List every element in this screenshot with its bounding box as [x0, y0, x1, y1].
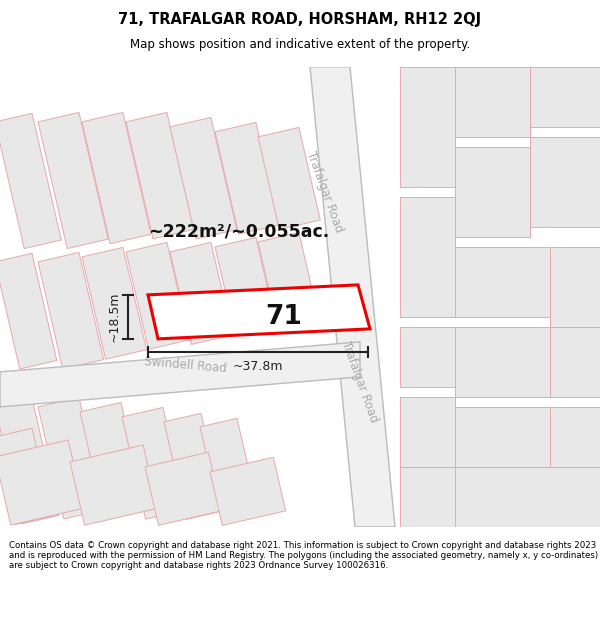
- Polygon shape: [38, 253, 104, 369]
- Polygon shape: [0, 342, 360, 407]
- Polygon shape: [0, 428, 52, 524]
- Text: ~37.8m: ~37.8m: [233, 360, 283, 373]
- Text: Trafalgar Road: Trafalgar Road: [304, 149, 346, 234]
- Polygon shape: [38, 398, 105, 519]
- Text: Trafalgar Road: Trafalgar Road: [339, 339, 381, 424]
- Polygon shape: [164, 413, 224, 519]
- Polygon shape: [550, 247, 600, 327]
- Polygon shape: [455, 327, 550, 397]
- Text: Swindell Road: Swindell Road: [143, 355, 227, 375]
- Polygon shape: [70, 445, 158, 525]
- Polygon shape: [148, 285, 370, 339]
- Polygon shape: [400, 327, 455, 387]
- Polygon shape: [215, 238, 276, 334]
- Polygon shape: [0, 398, 59, 524]
- Polygon shape: [455, 407, 550, 467]
- Polygon shape: [258, 232, 318, 325]
- Polygon shape: [550, 327, 600, 397]
- Polygon shape: [258, 127, 320, 229]
- Text: Map shows position and indicative extent of the property.: Map shows position and indicative extent…: [130, 38, 470, 51]
- Polygon shape: [210, 458, 286, 526]
- Polygon shape: [310, 67, 395, 527]
- Polygon shape: [455, 247, 550, 317]
- Polygon shape: [550, 407, 600, 467]
- Polygon shape: [0, 253, 57, 369]
- Polygon shape: [455, 467, 600, 527]
- Polygon shape: [455, 67, 530, 137]
- Polygon shape: [126, 242, 190, 349]
- Polygon shape: [400, 467, 455, 527]
- Polygon shape: [82, 248, 146, 359]
- Polygon shape: [400, 197, 455, 317]
- Polygon shape: [200, 418, 259, 519]
- Polygon shape: [0, 440, 84, 525]
- Text: 71, TRAFALGAR ROAD, HORSHAM, RH12 2QJ: 71, TRAFALGAR ROAD, HORSHAM, RH12 2QJ: [118, 12, 482, 27]
- Text: 71: 71: [265, 304, 302, 330]
- Polygon shape: [80, 402, 146, 519]
- Polygon shape: [82, 112, 151, 244]
- Polygon shape: [0, 113, 61, 249]
- Polygon shape: [170, 242, 232, 344]
- Polygon shape: [400, 397, 455, 467]
- Polygon shape: [215, 122, 280, 234]
- Polygon shape: [126, 112, 194, 239]
- Text: ~222m²/~0.055ac.: ~222m²/~0.055ac.: [148, 223, 329, 241]
- Polygon shape: [530, 137, 600, 227]
- Polygon shape: [455, 147, 530, 237]
- Polygon shape: [400, 67, 455, 187]
- Polygon shape: [170, 118, 237, 239]
- Polygon shape: [145, 452, 222, 526]
- Polygon shape: [530, 67, 600, 127]
- Text: ~18.5m: ~18.5m: [108, 292, 121, 342]
- Polygon shape: [122, 408, 187, 519]
- Text: Contains OS data © Crown copyright and database right 2021. This information is : Contains OS data © Crown copyright and d…: [9, 541, 598, 571]
- Polygon shape: [38, 112, 108, 249]
